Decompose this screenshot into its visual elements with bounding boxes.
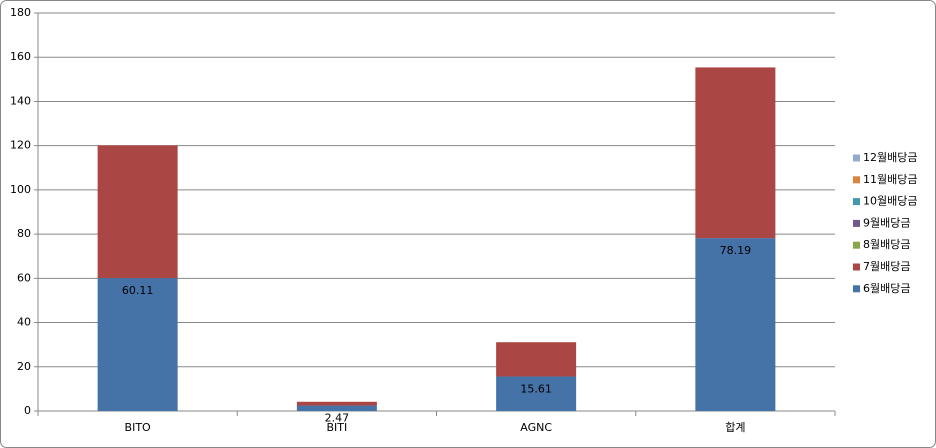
y-tick-label: 60 <box>17 271 31 284</box>
y-tick-label: 20 <box>17 360 31 373</box>
legend-swatch <box>853 176 860 184</box>
bar-segment <box>97 278 178 411</box>
x-tick-label: BITI <box>326 421 347 434</box>
legend-label: 6월배당금 <box>863 282 910 295</box>
legend-label: 12월배당금 <box>863 151 917 164</box>
legend-swatch <box>853 285 860 293</box>
bar-segment <box>496 342 577 377</box>
y-tick-label: 100 <box>10 183 31 196</box>
legend-label: 10월배당금 <box>863 195 917 208</box>
bar-segment <box>695 67 776 239</box>
data-label: 60.11 <box>122 284 154 297</box>
y-tick-label: 40 <box>17 316 31 329</box>
bar-segment <box>97 145 178 279</box>
legend-label: 7월배당금 <box>863 260 910 273</box>
legend-swatch <box>853 154 860 162</box>
legend-swatch <box>853 241 860 249</box>
data-label: 78.19 <box>720 244 752 257</box>
legend-label: 8월배당금 <box>863 238 910 251</box>
y-tick-label: 120 <box>10 139 31 152</box>
data-label: 2.47 <box>325 412 350 425</box>
data-label: 15.61 <box>520 382 552 395</box>
legend-swatch <box>853 263 860 271</box>
bar-segment <box>296 405 377 411</box>
legend-swatch <box>853 198 860 206</box>
bar-segment <box>296 401 377 406</box>
y-tick-label: 160 <box>10 50 31 63</box>
bar-segment <box>496 376 577 411</box>
bar-segment <box>695 238 776 411</box>
legend-swatch <box>853 219 860 227</box>
legend-label: 9월배당금 <box>863 216 910 229</box>
x-tick-label: 합계 <box>725 421 745 434</box>
x-tick-label: AGNC <box>520 421 552 434</box>
y-tick-label: 0 <box>24 404 31 417</box>
y-tick-label: 80 <box>17 227 31 240</box>
x-tick-label: BITO <box>125 421 152 434</box>
y-tick-label: 140 <box>10 94 31 107</box>
legend-label: 11월배당금 <box>863 173 917 186</box>
y-tick-label: 180 <box>10 6 31 19</box>
